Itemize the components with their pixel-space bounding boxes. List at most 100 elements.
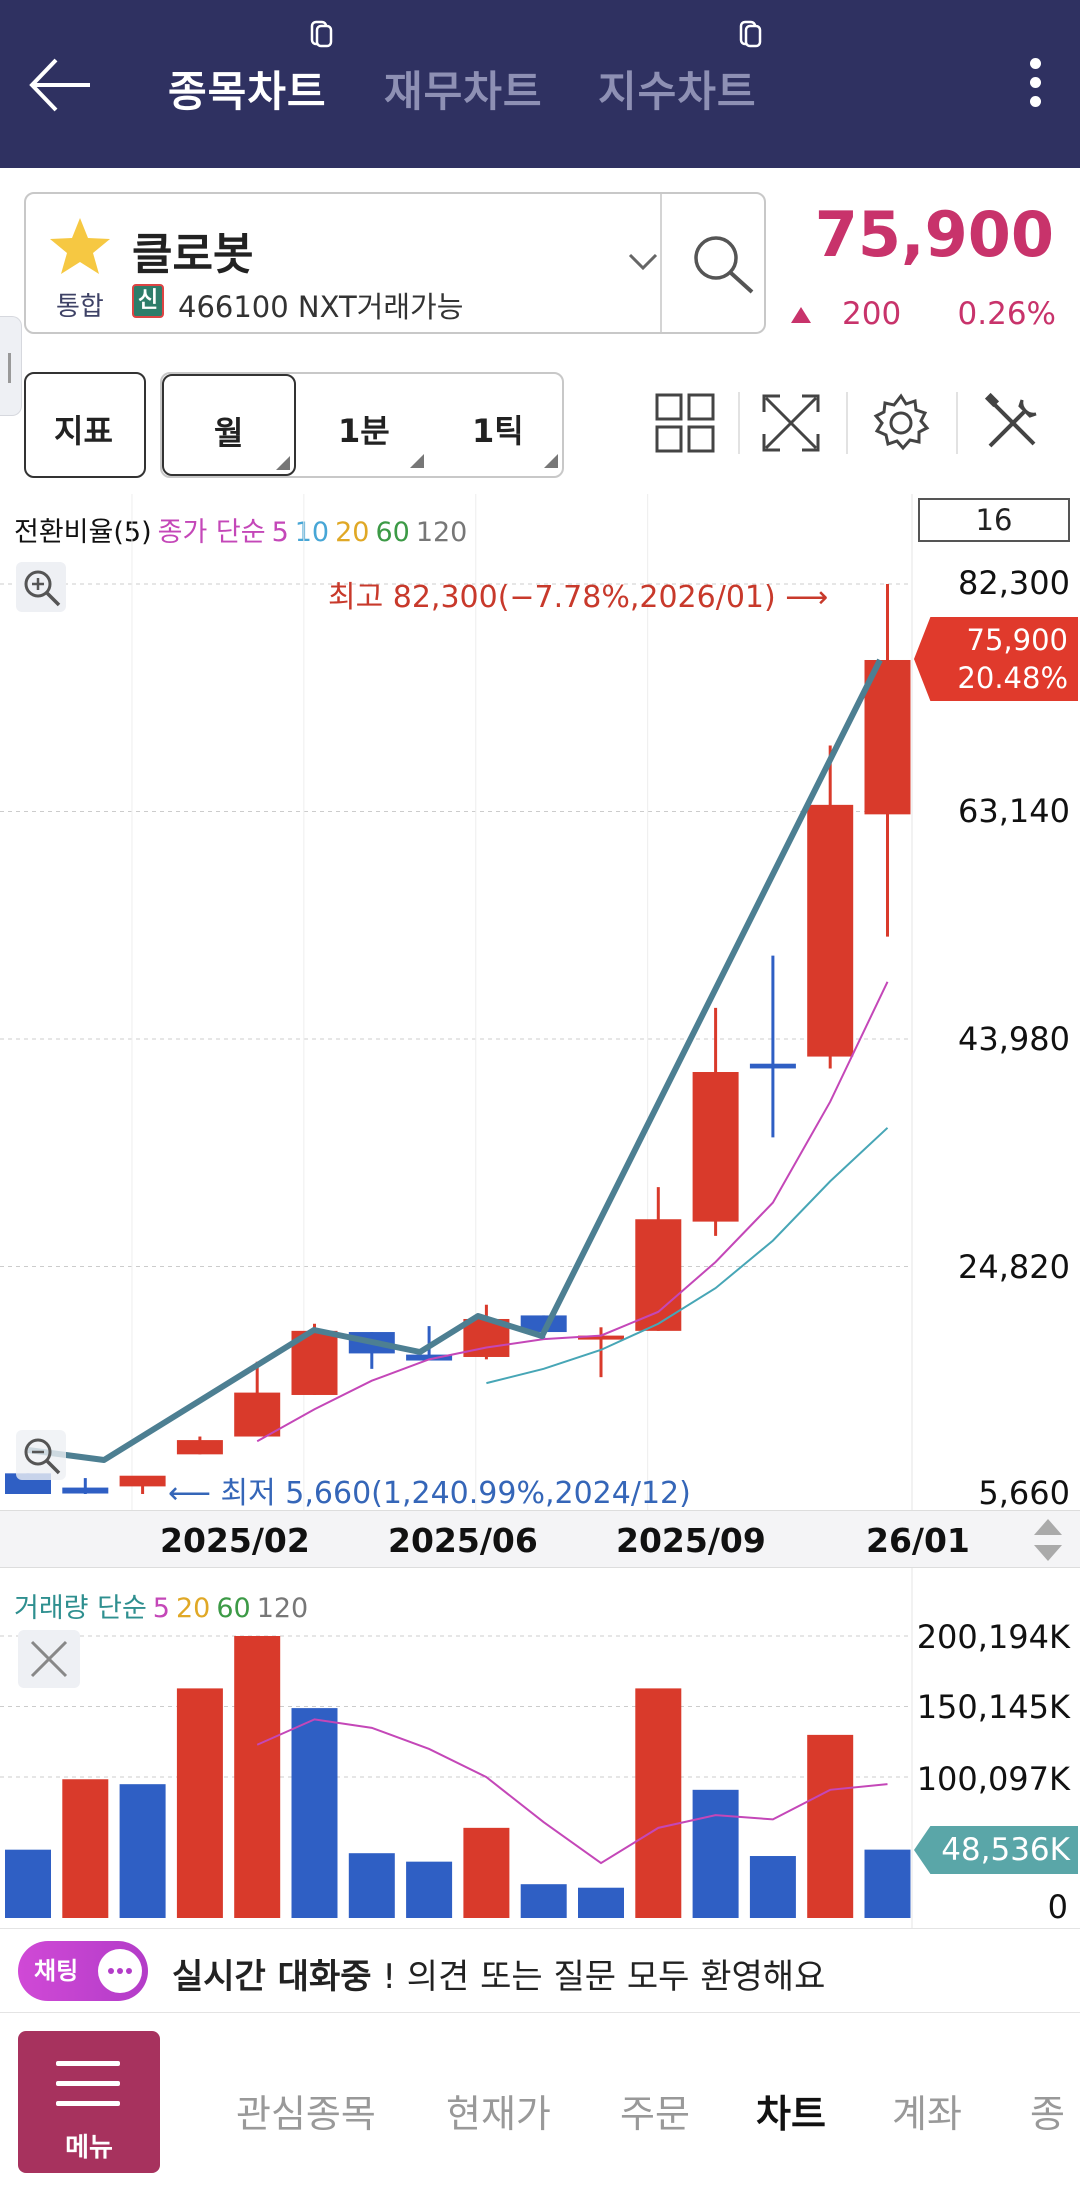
price-change-pct: 0.26% [957,296,1056,332]
volume-bar [864,1849,911,1918]
volume-bar [692,1789,739,1918]
volume-legend: 거래량 단순 5 20 60 120 [14,1586,320,1625]
chevron-down-icon[interactable] [626,246,660,276]
x-tick-label: 2025/09 [616,1521,766,1560]
volume-bar [578,1887,624,1918]
more-menu-icon[interactable] [1020,52,1050,122]
period-month-button[interactable]: 월 [162,374,296,476]
period-tick-button[interactable]: 1틱 [432,374,566,476]
chat-text: 실시간 대화중 ! 의견 또는 질문 모두 환영해요 [172,1949,825,1998]
divider [846,392,848,454]
x-tick-label: 2025/02 [160,1521,310,1560]
bottom-nav: 메뉴 관심종목 현재가 주문 차트 계좌 종 [0,2012,1080,2191]
zoom-in-icon[interactable] [16,562,66,612]
favorite-star-icon[interactable] [48,216,112,276]
conversion-line [27,658,883,1463]
chat-banner[interactable]: 채팅 실시간 대화중 ! 의견 또는 질문 모두 환영해요 [0,1928,1080,2012]
scroll-updown-icon[interactable] [1030,1517,1066,1563]
period-tick-label: 1틱 [472,412,524,450]
back-arrow-icon[interactable] [26,50,96,120]
y-tick-label: 24,820 [958,1248,1070,1286]
stock-selector[interactable]: 클로봇 통합 신 466100 NXT거래가능 [24,192,766,334]
nav-item-watchlist[interactable]: 관심종목 [236,2092,376,2136]
candle-body [578,1335,624,1340]
x-tick-label: 26/01 [866,1521,970,1560]
tools-icon[interactable] [982,392,1044,454]
dropdown-corner-icon [410,454,424,468]
nav-item-more[interactable]: 종 [1030,2092,1065,2136]
volume-bar [635,1688,682,1918]
ma-legend-item: 60 [216,1593,251,1624]
divider [738,392,740,454]
close-volume-icon[interactable] [18,1630,80,1688]
ma-legend-item: 20 [175,1593,211,1624]
volume-bar [176,1688,223,1918]
period-selector: 월 1분 1틱 [160,372,564,478]
ma-legend-item: 120 [256,1593,309,1624]
ma10-line [486,1127,889,1385]
nav-item-account[interactable]: 계좌 [892,2092,962,2136]
candle-body [406,1354,453,1361]
nav-item-current-price[interactable]: 현재가 [446,2092,551,2136]
header-bar: 종목차트 재무차트 지수차트 [0,0,1080,168]
nav-item-order[interactable]: 주문 [620,2092,690,2136]
dropdown-corner-icon [544,454,558,468]
chart-legend: 전환비율(5) 종가 단순 5 10 20 60 120 [14,510,479,549]
ma-legend-item: 20 [335,517,370,548]
divider [660,194,662,332]
volume-prefix: 거래량 단순 [14,1593,147,1624]
fullscreen-icon[interactable] [760,392,822,454]
candle-body [119,1475,166,1487]
ma5-line [256,981,889,1443]
zoom-out-icon[interactable] [16,1430,66,1480]
up-triangle-icon [791,307,811,323]
current-price-tag-pct: 20.48% [957,661,1068,695]
volume-bar [291,1708,338,1918]
price-chart[interactable] [0,0,1080,1928]
volume-bar [463,1827,510,1918]
indicator-button[interactable]: 지표 [24,372,146,478]
volume-bar [119,1784,166,1918]
side-drawer-handle[interactable] [0,316,22,416]
volume-bar [62,1779,109,1918]
volume-y-tick: 0 [1047,1888,1068,1926]
search-icon[interactable] [686,228,758,300]
volume-bar [5,1849,51,1918]
volume-ma-list: 5 20 60 120 [153,1593,314,1624]
nav-item-chart[interactable]: 차트 [756,2092,826,2136]
dropdown-corner-icon [276,456,290,470]
tab-index-chart[interactable]: 지수차트 [598,67,757,116]
ma-legend-list: 5 10 20 60 120 [272,517,474,548]
volume-bar [520,1884,567,1918]
ma-prefix: 종가 단순 [157,517,266,548]
tab-stock-chart[interactable]: 종목차트 [168,67,327,116]
hamburger-icon [56,2061,120,2066]
current-price: 75,900 [814,198,1054,271]
zoom-count-box[interactable]: 16 [918,498,1070,542]
candle-body [749,1063,796,1069]
y-tick-label: 5,660 [978,1474,1070,1512]
ma-legend-item: 120 [415,517,468,548]
candle-body [692,1072,739,1222]
indicator-label: 지표 [54,412,113,450]
ma-legend-item: 60 [375,517,410,548]
tab-financial-chart[interactable]: 재무차트 [384,67,543,116]
x-axis-bar: 2025/02 2025/06 2025/09 26/01 [0,1510,1080,1568]
menu-label: 메뉴 [65,2133,113,2163]
chat-pill[interactable]: 채팅 [18,1941,148,2001]
volume-ma5-line [256,1718,888,1865]
volume-y-tick: 200,194K [916,1618,1070,1656]
current-price-tag: 75,900 20.48% [914,617,1078,701]
candle-body [807,804,854,1057]
candle-body [234,1392,281,1437]
ma-legend-item: 10 [294,517,330,548]
divider [956,392,958,454]
period-minute-button[interactable]: 1분 [298,374,432,476]
market-label: 통합 [56,292,104,322]
grid-layout-icon[interactable] [654,392,716,454]
hamburger-icon [56,2081,120,2086]
candle-body [864,659,911,815]
menu-button[interactable]: 메뉴 [18,2031,160,2173]
gear-icon[interactable] [870,392,932,454]
